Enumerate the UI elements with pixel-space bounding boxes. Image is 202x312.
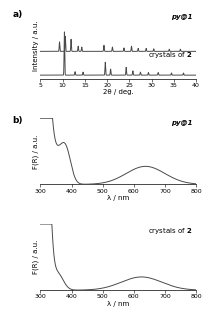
X-axis label: λ / nm: λ / nm <box>107 301 129 307</box>
X-axis label: 2θ / deg.: 2θ / deg. <box>103 89 134 95</box>
Text: b): b) <box>12 116 23 124</box>
Text: crystals of $\mathbf{2}$: crystals of $\mathbf{2}$ <box>148 226 193 236</box>
Text: py@1: py@1 <box>171 120 193 126</box>
Y-axis label: F(R) / a.u.: F(R) / a.u. <box>33 134 39 168</box>
Text: a): a) <box>12 10 23 19</box>
Text: crystals of $\mathbf{2}$: crystals of $\mathbf{2}$ <box>148 50 193 60</box>
Y-axis label: F(R) / a.u.: F(R) / a.u. <box>33 240 39 274</box>
X-axis label: λ / nm: λ / nm <box>107 195 129 201</box>
Text: py@1: py@1 <box>171 14 193 21</box>
Y-axis label: Intensity / a.u.: Intensity / a.u. <box>33 20 39 71</box>
